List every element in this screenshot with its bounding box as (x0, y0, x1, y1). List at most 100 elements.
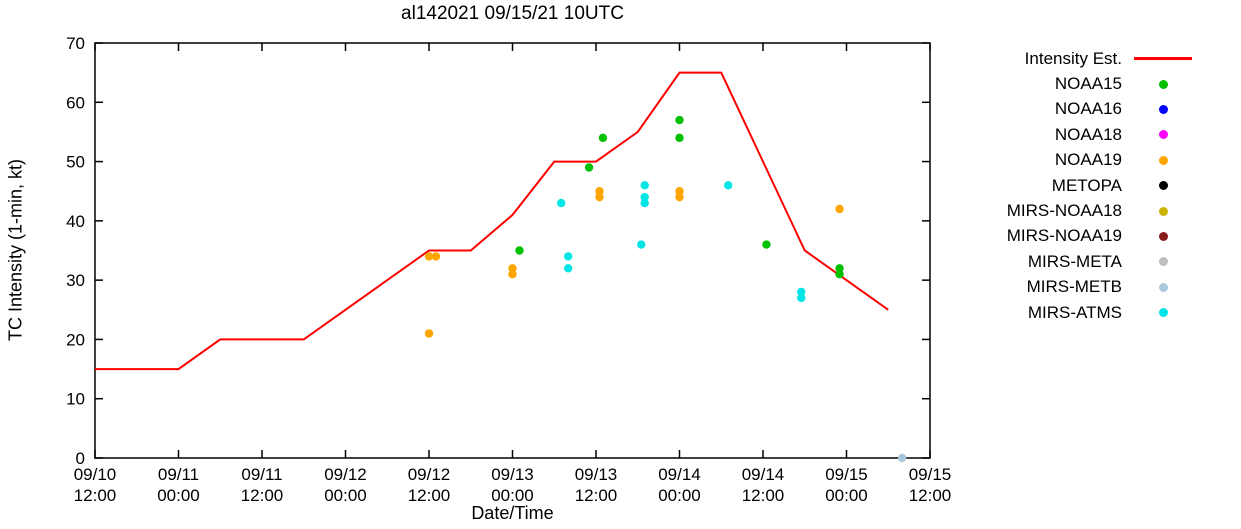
legend-line-swatch (1130, 52, 1196, 66)
svg-text:50: 50 (66, 153, 85, 172)
data-point-MIRS-ATMS (797, 287, 806, 297)
data-point-MIRS-ATMS (640, 192, 649, 202)
data-point-NOAA15 (584, 163, 594, 172)
data-point-NOAA19 (595, 192, 604, 202)
data-point-NOAA19 (595, 187, 604, 196)
legend-dot-swatch (1130, 153, 1196, 167)
svg-text:09/14: 09/14 (658, 465, 701, 484)
svg-text:09/13: 09/13 (575, 465, 618, 484)
svg-text:00:00: 00:00 (157, 486, 200, 505)
data-point-MIRS-ATMS (557, 198, 566, 208)
data-point-NOAA15 (515, 246, 524, 255)
svg-text:00:00: 00:00 (825, 486, 868, 505)
svg-text:09/12: 09/12 (408, 465, 451, 484)
data-point-NOAA19 (424, 329, 434, 338)
satellite-points (424, 115, 907, 463)
legend-item-mirs-metb: MIRS-METB (896, 275, 1196, 300)
svg-text:00:00: 00:00 (491, 486, 534, 505)
data-point-MIRS-ATMS (637, 240, 646, 249)
legend-dot-swatch (1130, 306, 1196, 320)
legend-label: NOAA16 (1054, 99, 1122, 119)
svg-text:10: 10 (66, 390, 85, 409)
legend: Intensity Est. NOAA15 NOAA16 NOAA18 NOAA19 ME… (896, 46, 1196, 325)
dot-sample-icon (1158, 308, 1168, 318)
intensity-line (95, 71, 889, 371)
data-point-NOAA19 (508, 264, 517, 273)
x-axis-ticks: 09/10 12:00 09/11 00:00 09/11 12:00 09/12 00:00… (74, 43, 952, 505)
legend-item-mirs-atms: MIRS-ATMS (896, 300, 1196, 325)
data-point-NOAA15 (675, 115, 684, 125)
svg-text:09/14: 09/14 (742, 465, 785, 484)
svg-text:70: 70 (66, 34, 85, 53)
legend-item-noaa19: NOAA19 (896, 148, 1196, 173)
legend-label: NOAA18 (1054, 124, 1122, 144)
svg-text:09/15: 09/15 (825, 465, 868, 484)
svg-text:20: 20 (66, 330, 85, 349)
svg-text:00:00: 00:00 (324, 486, 367, 505)
data-point-MIRS-ATMS (640, 181, 649, 190)
data-point-NOAA15 (835, 264, 844, 273)
dot-sample-icon (1158, 181, 1168, 191)
data-point-MIRS-METB (897, 453, 907, 463)
legend-item-noaa15: NOAA15 (896, 71, 1196, 96)
svg-text:09/11: 09/11 (241, 465, 282, 484)
legend-label: METOPA (1051, 175, 1122, 195)
legend-item-noaa18: NOAA18 (896, 122, 1196, 147)
dot-sample-icon (1158, 104, 1168, 114)
legend-dot-swatch (1130, 229, 1196, 243)
line-sample-icon (1134, 57, 1192, 61)
data-point-NOAA19 (431, 252, 441, 261)
svg-text:09/15: 09/15 (909, 465, 952, 484)
legend-label: NOAA15 (1054, 74, 1122, 94)
svg-text:12:00: 12:00 (74, 486, 117, 505)
legend-dot-swatch (1130, 204, 1196, 218)
legend-item-mirs-noaa19: MIRS-NOAA19 (896, 224, 1196, 249)
data-point-MIRS-ATMS (724, 181, 733, 190)
svg-text:30: 30 (66, 271, 85, 290)
dot-sample-icon (1158, 282, 1168, 292)
y-axis-ticks: 0 10 20 30 40 50 60 70 (66, 34, 930, 468)
data-point-NOAA15 (675, 133, 684, 143)
data-point-NOAA15 (835, 270, 844, 279)
dot-sample-icon (1158, 231, 1168, 241)
data-point-MIRS-ATMS (563, 264, 573, 273)
dot-sample-icon (1158, 130, 1168, 140)
dot-sample-icon (1158, 79, 1168, 89)
legend-item-mirs-noaa18: MIRS-NOAA18 (896, 198, 1196, 223)
x-axis-label: Date/Time (471, 503, 554, 523)
svg-text:40: 40 (66, 212, 85, 231)
svg-text:60: 60 (66, 93, 85, 112)
legend-item-metopa: METOPA (896, 173, 1196, 198)
svg-text:00:00: 00:00 (658, 486, 701, 505)
svg-text:09/12: 09/12 (324, 465, 367, 484)
legend-dot-swatch (1130, 179, 1196, 193)
svg-text:12:00: 12:00 (241, 486, 284, 505)
data-point-NOAA19 (835, 204, 844, 214)
chart-title: al142021 09/15/21 10UTC (401, 3, 624, 24)
data-point-NOAA19 (675, 192, 684, 202)
legend-item-noaa16: NOAA16 (896, 97, 1196, 122)
legend-dot-swatch (1130, 128, 1196, 142)
dot-sample-icon (1158, 257, 1168, 267)
data-point-NOAA19 (508, 270, 517, 279)
legend-dot-swatch (1130, 77, 1196, 91)
data-point-NOAA15 (762, 240, 771, 249)
legend-item-mirs-meta: MIRS-META (896, 249, 1196, 274)
legend-label: NOAA19 (1054, 150, 1122, 170)
svg-text:09/11: 09/11 (158, 465, 199, 484)
svg-text:0: 0 (76, 449, 85, 468)
svg-text:12:00: 12:00 (408, 486, 451, 505)
svg-text:12:00: 12:00 (575, 486, 618, 505)
data-point-MIRS-ATMS (640, 198, 649, 208)
legend-label: MIRS-NOAA18 (1006, 201, 1122, 221)
svg-text:12:00: 12:00 (742, 486, 785, 505)
legend-item-intensity-est-: Intensity Est. (896, 46, 1196, 71)
svg-text:09/10: 09/10 (74, 465, 117, 484)
svg-text:12:00: 12:00 (909, 486, 952, 505)
legend-label: MIRS-META (1027, 251, 1122, 271)
dot-sample-icon (1158, 206, 1168, 216)
legend-dot-swatch (1130, 255, 1196, 269)
legend-label: MIRS-METB (1026, 277, 1122, 297)
